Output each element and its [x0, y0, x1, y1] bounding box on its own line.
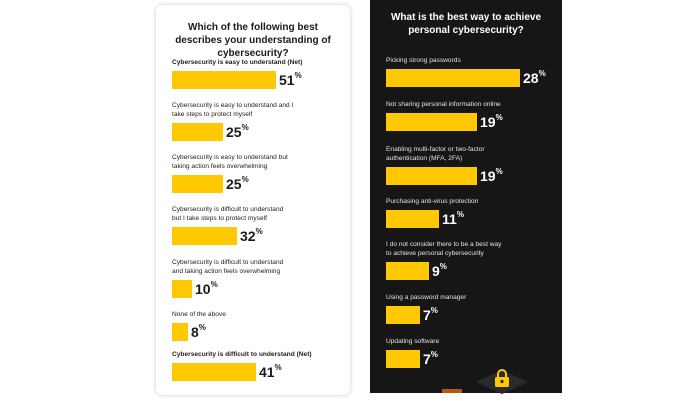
value-number: 32: [240, 228, 256, 244]
percent-sign: %: [255, 227, 263, 236]
right-bar: [386, 113, 477, 131]
left-chart-title: Which of the following best describes yo…: [175, 22, 331, 59]
right-bar: [386, 306, 420, 324]
right-chart-title: What is the best way to achieve personal…: [390, 12, 542, 36]
percent-sign: %: [495, 167, 503, 176]
percent-sign: %: [538, 69, 546, 78]
right-bar-value: 7%: [423, 306, 438, 324]
left-bar-value: 32%: [240, 227, 263, 245]
right-bar: [386, 69, 520, 87]
percent-sign: %: [439, 262, 447, 271]
padlock-icon: [474, 368, 530, 394]
right-bar: [386, 210, 439, 228]
percent-sign: %: [241, 123, 249, 132]
value-number: 19: [480, 168, 496, 184]
right-bar-label: Picking strong passwords: [386, 57, 461, 64]
value-number: 7: [423, 351, 431, 367]
left-bar-value: 25%: [226, 175, 249, 193]
value-number: 10: [195, 281, 211, 297]
left-bar-label: Cybersecurity is easy to understand (Net…: [172, 59, 303, 66]
right-bar-label: Using a password manager: [386, 294, 467, 301]
percent-sign: %: [274, 363, 282, 372]
left-bar: [172, 280, 192, 298]
right-bar-label: Purchasing anti-virus protection: [386, 198, 479, 205]
percent-sign: %: [430, 306, 438, 315]
right-bar-value: 9%: [432, 262, 447, 280]
right-bar: [386, 167, 477, 185]
percent-sign: %: [241, 175, 249, 184]
left-bar-label: Cybersecurity is difficult to understand…: [172, 259, 284, 275]
right-chart-panel: What is the best way to achieve personal…: [370, 0, 562, 394]
percent-sign: %: [430, 350, 438, 359]
decorative-strip: [442, 389, 462, 393]
right-bar-label: Updating software: [386, 338, 440, 345]
left-chart-panel: Which of the following best describes yo…: [156, 5, 350, 395]
left-bar: [172, 71, 276, 89]
value-number: 25: [226, 124, 242, 140]
right-bar-label: Not sharing personal information online: [386, 101, 501, 108]
left-bar: [172, 227, 237, 245]
left-bar: [172, 123, 223, 141]
left-bar: [172, 323, 188, 341]
value-number: 41: [259, 364, 275, 380]
left-bar-value: 10%: [195, 280, 218, 298]
left-bar-value: 25%: [226, 123, 249, 141]
percent-sign: %: [294, 71, 302, 80]
left-bar-label: None of the above: [172, 311, 226, 318]
left-bar-label: Cybersecurity is difficult to understand…: [172, 351, 312, 358]
left-bar: [172, 363, 256, 381]
value-number: 8: [191, 324, 199, 340]
percent-sign: %: [456, 210, 464, 219]
right-bar-value: 19%: [480, 113, 503, 131]
left-bar-value: 41%: [259, 363, 282, 381]
right-bar: [386, 350, 420, 368]
percent-sign: %: [198, 323, 206, 332]
value-number: 11: [442, 211, 457, 227]
right-bar-value: 28%: [523, 69, 546, 87]
right-bar-label: I do not consider there to be a best way…: [386, 241, 502, 257]
left-bar-value: 8%: [191, 323, 206, 341]
left-bar-label: Cybersecurity is difficult to understand…: [172, 206, 284, 222]
left-bar-label: Cybersecurity is easy to understand and …: [172, 102, 294, 118]
value-number: 25: [226, 176, 242, 192]
value-number: 19: [480, 114, 496, 130]
right-bar-value: 19%: [480, 167, 503, 185]
percent-sign: %: [210, 280, 218, 289]
right-bar-label: Enabling multi-factor or two-factor auth…: [386, 146, 485, 162]
left-bar-label: Cybersecurity is easy to understand but …: [172, 154, 288, 170]
left-bar-value: 51%: [279, 71, 302, 89]
right-bar-value: 11%: [442, 210, 464, 228]
percent-sign: %: [495, 113, 503, 122]
value-number: 28: [523, 70, 539, 86]
right-bar: [386, 262, 429, 280]
value-number: 9: [432, 263, 440, 279]
value-number: 7: [423, 307, 431, 323]
value-number: 51: [279, 72, 295, 88]
left-bar: [172, 175, 223, 193]
right-bar-value: 7%: [423, 350, 438, 368]
